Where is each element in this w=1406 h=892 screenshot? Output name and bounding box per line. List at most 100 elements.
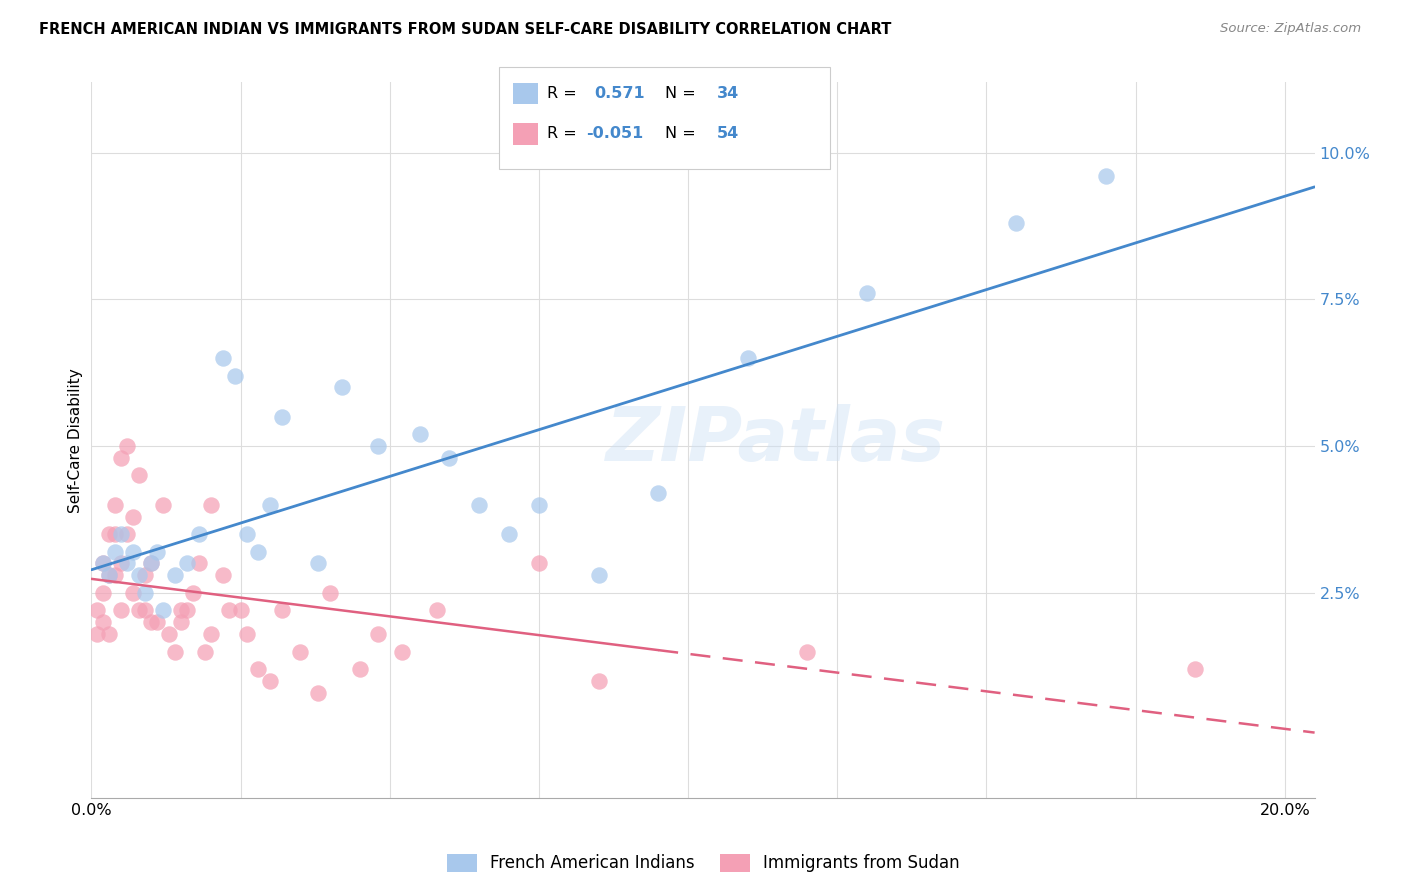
Point — [104, 527, 127, 541]
Point — [439, 450, 461, 465]
Point — [737, 351, 759, 365]
Point — [163, 568, 186, 582]
Point — [224, 368, 246, 383]
Point — [426, 603, 449, 617]
Point — [146, 545, 169, 559]
Point — [134, 586, 156, 600]
Point — [181, 586, 204, 600]
Legend: French American Indians, Immigrants from Sudan: French American Indians, Immigrants from… — [447, 854, 959, 872]
Point — [647, 486, 669, 500]
Point — [194, 644, 217, 658]
Point — [588, 673, 610, 688]
Point — [330, 380, 353, 394]
Point — [367, 627, 389, 641]
Point — [259, 673, 281, 688]
Point — [115, 439, 138, 453]
Point — [170, 615, 193, 630]
Point — [139, 557, 162, 571]
Text: R =: R = — [547, 87, 582, 101]
Point — [259, 498, 281, 512]
Point — [527, 557, 550, 571]
Point — [110, 603, 132, 617]
Point — [110, 527, 132, 541]
Point — [176, 557, 198, 571]
Point — [110, 450, 132, 465]
Point — [1094, 169, 1116, 183]
Point — [235, 627, 257, 641]
Y-axis label: Self-Care Disability: Self-Care Disability — [67, 368, 83, 513]
Point — [527, 498, 550, 512]
Point — [218, 603, 240, 617]
Point — [98, 527, 121, 541]
Point — [104, 545, 127, 559]
Point — [408, 427, 430, 442]
Text: Source: ZipAtlas.com: Source: ZipAtlas.com — [1220, 22, 1361, 36]
Point — [229, 603, 252, 617]
Point — [91, 586, 114, 600]
Text: 54: 54 — [717, 127, 740, 141]
Point — [128, 568, 150, 582]
Point — [86, 627, 108, 641]
Point — [163, 644, 186, 658]
Point — [91, 615, 114, 630]
Point — [271, 409, 294, 424]
Point — [152, 603, 174, 617]
Point — [187, 527, 209, 541]
Point — [290, 644, 312, 658]
Point — [247, 545, 270, 559]
Text: ZIPatlas: ZIPatlas — [606, 404, 946, 476]
Point — [319, 586, 342, 600]
Point — [98, 627, 121, 641]
Text: FRENCH AMERICAN INDIAN VS IMMIGRANTS FROM SUDAN SELF-CARE DISABILITY CORRELATION: FRENCH AMERICAN INDIAN VS IMMIGRANTS FRO… — [39, 22, 891, 37]
Point — [115, 527, 138, 541]
Point — [122, 509, 145, 524]
Point — [115, 557, 138, 571]
Point — [367, 439, 389, 453]
Point — [856, 286, 879, 301]
Point — [128, 468, 150, 483]
Point — [139, 615, 162, 630]
Point — [271, 603, 294, 617]
Point — [128, 603, 150, 617]
Text: R =: R = — [547, 127, 582, 141]
Point — [122, 586, 145, 600]
Point — [152, 498, 174, 512]
Point — [146, 615, 169, 630]
Point — [170, 603, 193, 617]
Point — [211, 568, 233, 582]
Text: 34: 34 — [717, 87, 740, 101]
Point — [104, 568, 127, 582]
Point — [498, 527, 520, 541]
Point — [247, 662, 270, 676]
Point — [796, 644, 818, 658]
Point — [307, 686, 329, 700]
Point — [307, 557, 329, 571]
Point — [1184, 662, 1206, 676]
Text: N =: N = — [665, 87, 702, 101]
Point — [211, 351, 233, 365]
Point — [468, 498, 491, 512]
Point — [235, 527, 257, 541]
Point — [122, 545, 145, 559]
Point — [110, 557, 132, 571]
Point — [98, 568, 121, 582]
Text: N =: N = — [665, 127, 702, 141]
Point — [187, 557, 209, 571]
Point — [98, 568, 121, 582]
Point — [349, 662, 371, 676]
Point — [134, 568, 156, 582]
Point — [134, 603, 156, 617]
Point — [157, 627, 180, 641]
Text: 0.571: 0.571 — [595, 87, 645, 101]
Point — [391, 644, 413, 658]
Text: -0.051: -0.051 — [586, 127, 644, 141]
Point — [200, 627, 222, 641]
Point — [200, 498, 222, 512]
Point — [91, 557, 114, 571]
Point — [104, 498, 127, 512]
Point — [588, 568, 610, 582]
Point — [86, 603, 108, 617]
Point — [1005, 216, 1028, 230]
Point — [139, 557, 162, 571]
Point — [91, 557, 114, 571]
